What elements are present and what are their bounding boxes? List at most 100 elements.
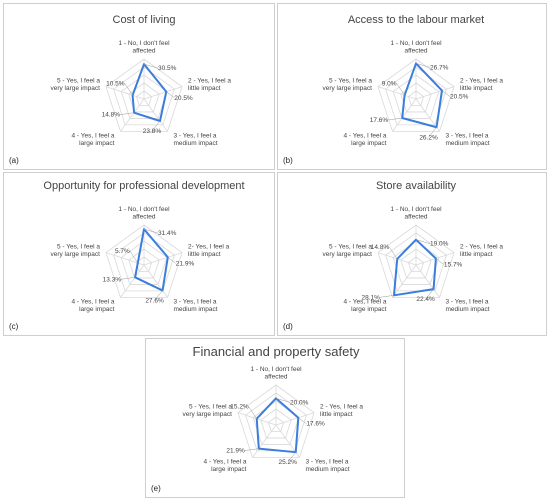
panel-label: (a)	[9, 156, 19, 165]
grid-spoke	[275, 412, 315, 426]
chart-title: Opportunity for professional development	[43, 180, 244, 192]
data-label: 28.1%	[362, 294, 381, 301]
series-line	[134, 228, 169, 292]
grid-ring	[105, 224, 183, 298]
leader-line	[275, 398, 291, 403]
category-label: 1 - No, I don't feel affected	[250, 366, 302, 381]
leader-line	[151, 120, 161, 132]
grid-ring	[113, 232, 175, 292]
category-label: 4 - Yes, I feel a large impact	[71, 132, 114, 147]
chart-title: Store availability	[376, 180, 457, 192]
grid-spoke	[120, 264, 145, 298]
data-label: 30.5%	[158, 65, 177, 72]
series-line	[392, 238, 437, 297]
grid-ring	[400, 248, 432, 279]
data-label: 17.6%	[370, 117, 389, 124]
data-label: 14.8%	[102, 112, 121, 119]
series-line	[401, 62, 443, 129]
category-label: 1 - No, I don't feel affected	[390, 206, 442, 221]
grid-ring	[135, 90, 153, 106]
radar-chart-svg: Store availability 1 - No, I don't feel af…	[283, 180, 503, 331]
grid-ring	[128, 248, 160, 279]
grid-ring	[392, 240, 440, 285]
series-line	[255, 397, 300, 454]
data-label: 23.8%	[143, 128, 162, 135]
leader-line	[298, 417, 307, 424]
grid-ring	[260, 408, 292, 439]
grid-ring	[113, 66, 175, 126]
category-label: 1 - No, I don't feel affected	[390, 40, 442, 55]
chart-title: Financial and property safety	[193, 344, 360, 359]
data-label: 13.3%	[103, 276, 122, 283]
radar-panel-cost-of-living: Cost of living 1 - No, I don't feel affect…	[3, 3, 275, 170]
data-label: 21.9%	[226, 448, 245, 455]
grid-ring	[267, 416, 285, 432]
grid-ring	[400, 82, 432, 113]
radar-chart-svg: Access to the labour market 1 - No, I don…	[283, 14, 503, 165]
data-label: 9.0%	[382, 80, 397, 87]
leader-line	[121, 277, 136, 280]
grid-ring	[237, 384, 315, 458]
data-label: 26.7%	[430, 64, 449, 71]
data-label: 31.4%	[158, 230, 177, 237]
grid-spoke	[105, 86, 145, 100]
category-label: 2 - Yes, I feel a little impact	[460, 244, 503, 259]
leader-line	[167, 257, 176, 264]
leader-line	[396, 83, 405, 96]
grid-spoke	[392, 98, 417, 132]
chart-title: Access to the labour market	[348, 14, 484, 26]
data-label: 15.7%	[444, 262, 463, 269]
data-label: 19.0%	[430, 241, 449, 248]
leader-line	[248, 406, 257, 419]
leader-line	[287, 452, 296, 463]
radar-chart-svg: Financial and property safety 1 - No, I d…	[151, 344, 363, 493]
grid-ring	[392, 74, 440, 119]
category-label: 5 - Yes, I feel a very large impact	[322, 78, 372, 93]
grid-spoke	[143, 86, 183, 100]
grid-spoke	[415, 264, 440, 298]
data-label: 22.4%	[416, 296, 435, 303]
data-label: 26.2%	[419, 134, 438, 141]
category-label: 1 - No, I don't feel affected	[118, 206, 170, 221]
grid-ring	[120, 240, 168, 285]
data-label: 25.2%	[279, 459, 298, 466]
radar-panel-financial-safety: Financial and property safety 1 - No, I d…	[145, 338, 405, 498]
category-label: 2 - Yes, I feel a little impact	[188, 78, 231, 93]
grid-ring	[377, 58, 455, 132]
grid-ring	[385, 66, 447, 126]
leader-line	[435, 258, 445, 265]
leader-line	[129, 250, 139, 264]
category-label: 3 - Yes, I feel a medium impact	[446, 298, 490, 313]
data-label: 17.6%	[306, 421, 325, 428]
category-label: 3 - Yes, I feel a medium impact	[306, 458, 350, 473]
leader-line	[124, 83, 133, 96]
data-label: 5.7%	[115, 248, 130, 255]
category-label: 5 - Yes, I feel a very large impact	[50, 244, 100, 259]
leader-line	[389, 246, 398, 260]
grid-spoke	[377, 86, 417, 100]
category-label: 5 - Yes, I feel a very large impact	[50, 78, 100, 93]
grid-ring	[407, 256, 425, 272]
category-label: 5 - Yes, I feel a very large impact	[182, 404, 232, 419]
category-label: 2- Yes, I feel a little impact	[188, 244, 230, 259]
panel-label: (c)	[9, 322, 19, 331]
leader-line	[166, 91, 175, 98]
leader-line	[143, 228, 159, 234]
leader-line	[415, 63, 431, 68]
grid-ring	[128, 82, 160, 113]
grid-ring	[377, 224, 455, 298]
grid-spoke	[415, 86, 455, 100]
grid-spoke	[143, 252, 183, 266]
panel-label: (e)	[151, 484, 161, 493]
category-label: 2 - Yes, I feel a little impact	[320, 404, 363, 419]
leader-line	[143, 63, 159, 69]
data-label: 27.6%	[145, 298, 164, 305]
leader-line	[388, 117, 403, 121]
leader-line	[428, 127, 437, 138]
grid-spoke	[143, 264, 168, 298]
panel-label: (d)	[283, 322, 293, 331]
category-label: 1 - No, I don't feel affected	[118, 40, 170, 55]
grid-ring	[105, 58, 183, 132]
data-label: 20.5%	[450, 94, 469, 101]
leader-line	[425, 289, 434, 300]
